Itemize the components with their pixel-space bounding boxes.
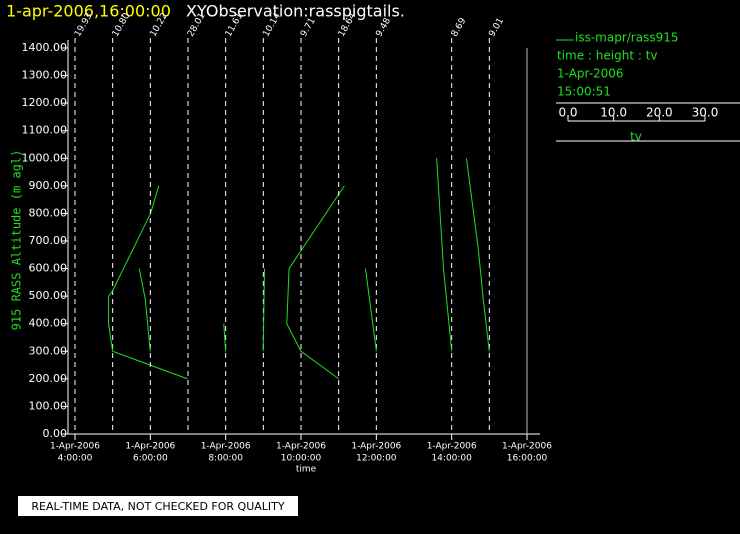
y-tick-label: 1100.00 (22, 124, 68, 137)
x-tick-label: 1-Apr-2006 (276, 442, 326, 452)
y-tick-label: 400.00 (29, 317, 68, 330)
y-tick-label: 800.00 (29, 206, 68, 219)
legend-entry: iss-mapr/rass915 (575, 31, 679, 45)
chart-subtitle: XYObservation:rasspigtails. (186, 2, 405, 21)
y-axis-label: 915 RASS Altitude (m agl) (10, 150, 24, 331)
x-tick-label: 4:00:00 (58, 454, 93, 464)
x-tick-label: 1-Apr-2006 (125, 442, 175, 452)
legend-time: 15:00:51 (557, 85, 611, 99)
profile-line (138, 268, 151, 352)
x-axis-label: time (296, 465, 317, 475)
x-tick-label: 10:00:00 (281, 454, 322, 464)
scale-tick-label: 30.0 (692, 106, 719, 120)
scale-tick-label: 0.0 (558, 106, 577, 120)
scale-label: tv (630, 130, 642, 144)
profile-line (223, 323, 227, 352)
y-tick-label: 1400.00 (22, 41, 68, 54)
profile-line (262, 268, 266, 352)
y-tick-label: 900.00 (29, 179, 68, 192)
y-tick-label: 1000.00 (22, 151, 68, 164)
footer-note: REAL-TIME DATA, NOT CHECKED FOR QUALITY (31, 500, 285, 513)
y-tick-label: 300.00 (29, 344, 68, 357)
scale-tick-label: 20.0 (646, 106, 673, 120)
y-tick-label: 700.00 (29, 234, 68, 247)
legend-fields: time : height : tv (557, 49, 658, 63)
x-tick-label: 14:00:00 (431, 454, 472, 464)
y-tick-label: 1200.00 (22, 96, 68, 109)
x-tick-label: 16:00:00 (507, 454, 548, 464)
profile-line (436, 158, 453, 352)
profile-line (364, 268, 377, 352)
x-tick-label: 6:00:00 (133, 454, 168, 464)
y-tick-label: 0.00 (43, 427, 68, 440)
x-tick-label: 1-Apr-2006 (427, 442, 477, 452)
y-tick-label: 600.00 (29, 262, 68, 275)
x-tick-label: 1-Apr-2006 (50, 442, 100, 452)
scale-tick-label: 10.0 (600, 106, 627, 120)
profile-line (465, 158, 490, 352)
profile-line (286, 185, 345, 380)
y-tick-label: 100.00 (29, 399, 68, 412)
x-tick-label: 1-Apr-2006 (502, 442, 552, 452)
x-tick-label: 1-Apr-2006 (201, 442, 251, 452)
reference-label: 9.01 (487, 16, 506, 38)
x-tick-label: 1-Apr-2006 (351, 442, 401, 452)
x-tick-label: 8:00:00 (208, 454, 243, 464)
y-tick-label: 200.00 (29, 372, 68, 385)
y-tick-label: 500.00 (29, 289, 68, 302)
profile-line (108, 185, 188, 380)
reference-label: 8.69 (450, 16, 469, 39)
legend-date: 1-Apr-2006 (557, 67, 624, 81)
chart-title: 1-apr-2006,16:00:00 (6, 2, 171, 21)
x-tick-label: 12:00:00 (356, 454, 397, 464)
y-tick-label: 1300.00 (22, 69, 68, 82)
footer-box (18, 496, 298, 516)
